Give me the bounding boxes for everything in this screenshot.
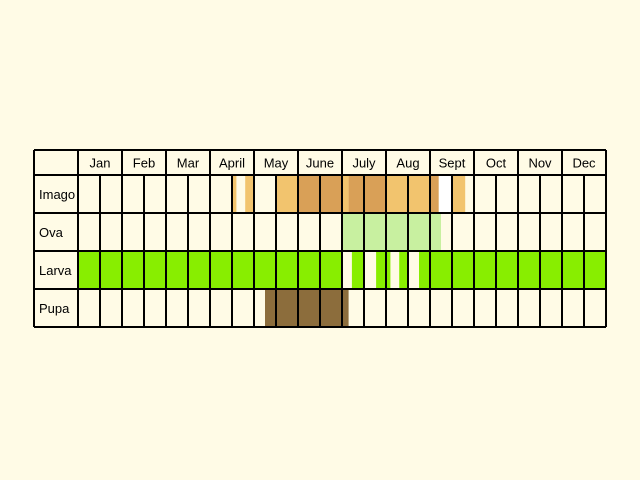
segment-imago-2: [276, 175, 298, 213]
segment-imago-0: [232, 175, 237, 213]
row-label-pupa: Pupa: [39, 301, 70, 316]
row-label-larva: Larva: [39, 263, 72, 278]
row-label-imago: Imago: [39, 187, 75, 202]
month-label-april: April: [219, 156, 245, 171]
month-label-aug: Aug: [396, 156, 419, 171]
month-label-mar: Mar: [177, 156, 200, 171]
month-label-may: May: [264, 156, 289, 171]
segment-imago-1: [245, 175, 254, 213]
labels: Jan Feb Mar April May June July Aug Sept Oct Nov De…: [39, 156, 596, 317]
month-label-sept: Sept: [439, 156, 466, 171]
segment-larva-3: [399, 251, 408, 289]
segment-imago-4: [342, 175, 349, 213]
month-label-feb: Feb: [133, 156, 155, 171]
segment-imago-6: [364, 175, 386, 213]
segment-pupa-0: [265, 289, 349, 327]
segment-imago-9: [438, 175, 452, 213]
month-label-dec: Dec: [572, 156, 596, 171]
segment-larva-4: [419, 251, 606, 289]
month-label-july: July: [352, 156, 376, 171]
segment-imago-10: [452, 175, 466, 213]
month-label-oct: Oct: [486, 156, 507, 171]
segment-imago-8: [430, 175, 439, 213]
month-label-nov: Nov: [528, 156, 552, 171]
segment-imago-5: [348, 175, 364, 213]
month-label-jan: Jan: [90, 156, 111, 171]
grid: [33, 149, 607, 328]
month-label-june: June: [306, 156, 334, 171]
row-label-ova: Ova: [39, 225, 64, 240]
segment-ova-0: [342, 213, 441, 251]
segment-larva-1: [351, 251, 364, 289]
segment-larva-2: [376, 251, 391, 289]
